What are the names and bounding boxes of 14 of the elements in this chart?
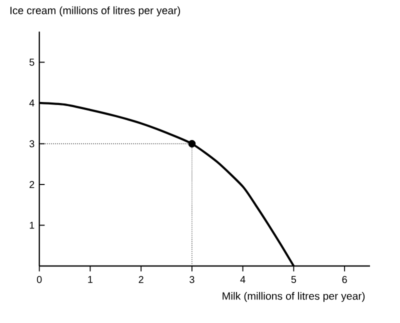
y-axis-title: Ice cream (millions of litres per year) (10, 6, 180, 16)
y-tick-label: 3 (29, 140, 34, 148)
x-tick-label: 1 (88, 276, 92, 283)
x-tick-label: 0 (36, 276, 42, 284)
x-tick-label: 3 (190, 276, 194, 284)
x-tick-label: 6 (342, 276, 347, 284)
x-axis-title: Milk (millions of litres per year) (222, 292, 365, 302)
y-tick-label: 4 (29, 100, 34, 106)
x-tick-label: 5 (291, 276, 296, 283)
y-tick-label: 5 (29, 58, 34, 66)
x-tick-label: 4 (240, 276, 246, 283)
x-tick-label: 2 (138, 276, 144, 283)
y-tick-label: 2 (30, 181, 34, 188)
y-tick-label: 1 (30, 222, 34, 229)
